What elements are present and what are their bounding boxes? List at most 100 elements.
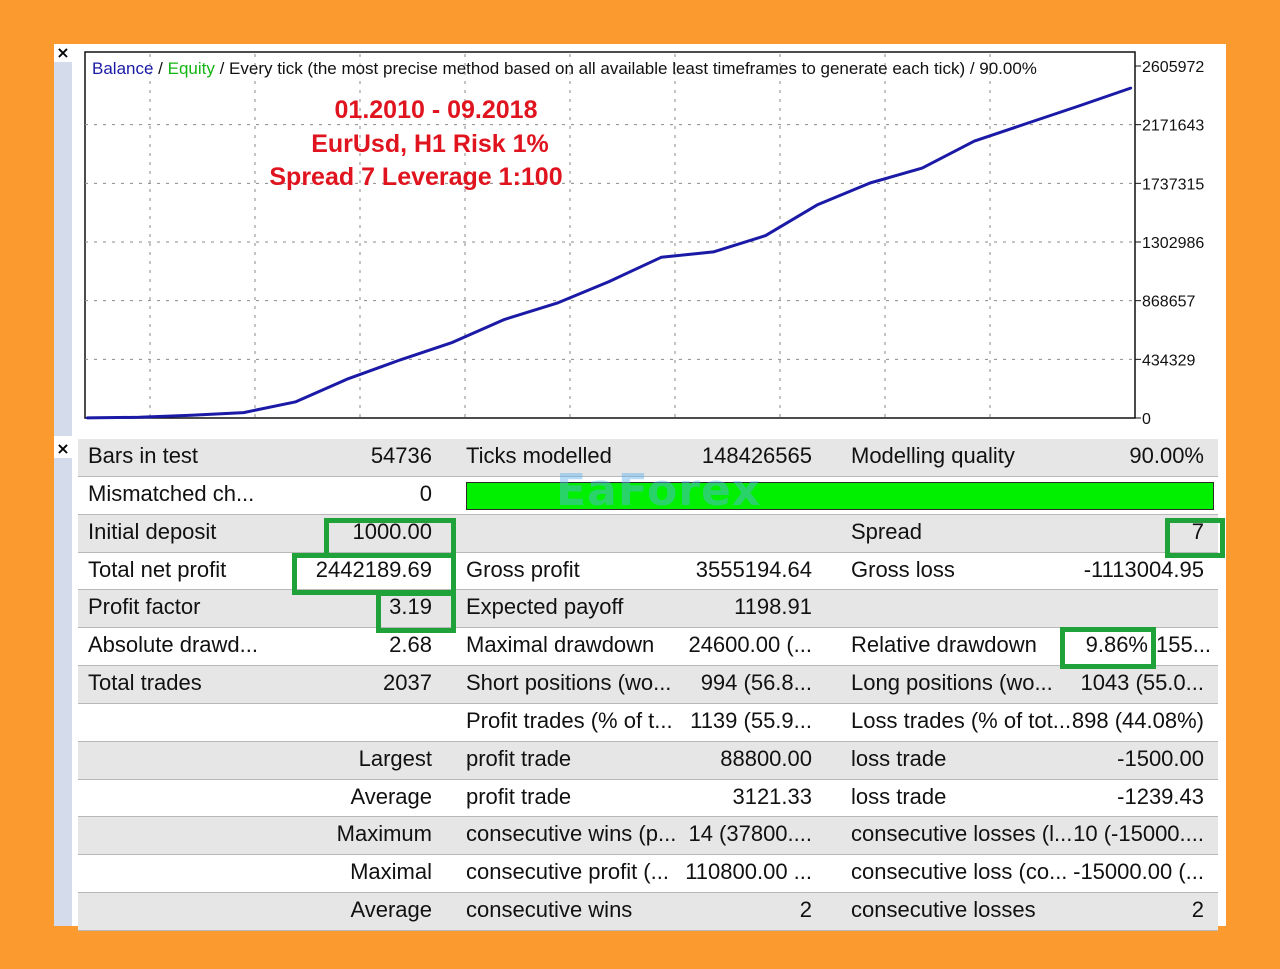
balance-point [503,318,506,321]
table-row: Absolute drawd... 2.68 Maximal drawdown 246… [78,628,1218,667]
stat-value: 898 (44.08%) [1071,707,1204,733]
y-tick-label: 2171643 [1142,118,1204,135]
table-row: Average consecutive wins 2 consecutive loss… [78,893,1218,931]
balance-point [451,341,454,344]
stat-value: -1113004.95 [1083,556,1204,582]
stat-value: 148426565 [701,443,812,468]
stat-label: Gross loss [851,556,955,582]
stat-value: 0 [419,480,432,506]
stat-label: Profit factor [88,594,201,620]
stat-label: consecutive losses (l... [851,821,1073,847]
stat-label: Spread [851,518,922,544]
stat-label: Short positions (wo... [466,670,672,696]
table-row: Mismatched ch... 0 [78,477,1218,515]
balance-point [921,166,924,170]
stat-value: 14 (37800.... [688,821,812,847]
table-row: Profit factor 3.19 Expected payoff 1198.91 [78,590,1218,629]
stat-label: consecutive losses [851,897,1036,923]
stat-value: 2442189.69 [315,556,432,582]
stat-label: Loss trades (% of tot... [851,707,1072,733]
table-row: Total net profit 2442189.69 Gross profit 35… [78,553,1218,591]
balance-point [399,358,402,362]
strategy-tester-report: × 2605972 2171643 1737315 1302986 868657 4343… [54,43,1226,931]
stat-value: 1043 (55.0... [1080,670,1204,696]
stat-value: 3.19 [389,594,432,620]
plot-frame [84,51,1136,419]
balance-point [555,301,558,305]
balance-point [85,416,89,420]
stats-table: Bars in test 54736 Ticks modelled 148426565… [78,439,1225,931]
stat-label: Mismatched ch... [88,480,255,506]
table-row: Initial deposit 1000.00 Spread 7 [78,514,1218,553]
balance-point [607,280,611,283]
stat-value [674,515,812,552]
stat-value: 7 [1191,518,1204,544]
stat-label: consecutive profit (... [466,859,669,885]
y-tick-label: 1737315 [1142,176,1204,193]
y-axis: 2605972 2171643 1737315 1302986 868657 434329… [1135,59,1204,428]
stat-label: Long positions (wo... [851,670,1053,696]
stat-value: 10 (-15000.... [1073,821,1204,847]
stat-label: Relative drawdown [851,632,1037,658]
stat-value: 54736 [370,443,432,468]
stat-value: 2037 [383,670,432,696]
balance-point [190,414,193,417]
stat-label: loss trade [851,783,947,809]
relative-drawdown-amount: 155... [1156,632,1212,658]
stat-label: profit trade [466,745,572,771]
annotation-period: 01.2010 - 09.2018 [335,96,538,124]
stat-value [1068,590,1204,627]
y-tick-label: 2605972 [1142,59,1204,76]
balance-point [712,250,715,254]
stat-value: 3555194.64 [695,556,812,582]
balance-points [85,86,1133,420]
balance-point [973,139,976,143]
stat-value: Largest [358,745,432,771]
table-row: Total trades 2037 Short positions (wo... 99… [78,666,1218,704]
stat-label [466,515,676,552]
balance-point [294,400,297,403]
stat-label: Initial deposit [88,518,217,544]
stat-value: Average [350,783,432,809]
stat-value: 1000.00 [352,518,432,544]
stat-label: loss trade [851,745,947,771]
legend-description: / Every tick (the most precise method ba… [215,59,1037,78]
stat-value: -1500.00 [1117,745,1204,771]
stat-label: profit trade [466,783,572,809]
balance-point [138,416,141,419]
stat-value: 2 [1191,897,1204,923]
stat-value: 1139 (55.9... [690,707,812,733]
balance-point [868,181,872,185]
stat-value: 1198.91 [734,594,812,620]
y-tick-label: 434329 [1142,352,1195,369]
table-row: Profit trades (% of t... 1139 (55.9... Los… [78,704,1218,742]
balance-point [1129,86,1133,90]
table-row: Maximal consecutive profit (... 110800.00 … [78,855,1218,894]
balance-point [660,256,663,259]
table-row: Bars in test 54736 Ticks modelled 148426565… [78,439,1218,477]
stat-label: consecutive loss (co... [851,859,1068,885]
stat-label [851,590,1071,627]
balance-point [1077,104,1080,108]
left-scroll-strip-2 [54,458,72,926]
stat-value [278,704,432,741]
stat-value: Average [350,897,432,923]
stat-value: 2.68 [389,632,432,658]
legend-balance: Balance [92,59,153,78]
stat-value: 9.86% [1085,632,1148,658]
legend-equity: Equity [168,59,216,78]
stat-value: 3121.33 [732,783,812,809]
stat-value: -15000.00 (... [1073,859,1204,885]
balance-point [346,377,350,381]
stat-label: Absolute drawd... [88,632,258,658]
close-chart-icon[interactable]: × [56,43,70,62]
stat-value: 24600.00 (... [688,632,812,658]
balance-chart: 2605972 2171643 1737315 1302986 868657 434329… [84,51,1204,428]
modelling-quality-bar [466,481,1214,510]
stat-value: Maximal [350,859,432,885]
stat-label: Total net profit [88,556,227,582]
watermark-logo: EaForex [556,465,762,516]
stat-value: 90.00% [1129,443,1204,468]
close-report-icon[interactable]: × [56,439,70,458]
chart-legend: Balance / Equity / Every tick (the most … [92,59,1037,78]
